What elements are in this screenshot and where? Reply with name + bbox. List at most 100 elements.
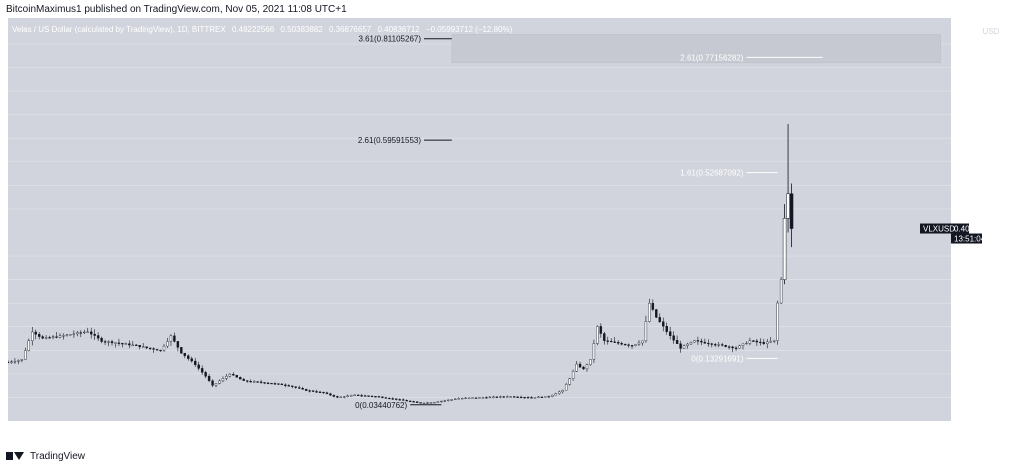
series-body [630, 345, 634, 347]
series-body [613, 341, 616, 343]
series-body [606, 340, 609, 342]
x-axis: Apr May Jun Jul Aug Sep Oct Nov Dec [28, 421, 888, 438]
series-body [263, 382, 266, 384]
series-body [232, 373, 235, 376]
series-body [169, 335, 173, 342]
x-tick-label: Sep [558, 429, 573, 438]
series-body [495, 396, 499, 398]
series-body [356, 394, 360, 396]
series-body [537, 396, 540, 398]
series-body [696, 340, 700, 342]
series-body [121, 343, 124, 345]
series-body [110, 341, 114, 344]
legend-change: −0.05993712 (−12.80%) [426, 25, 513, 34]
series-body [447, 399, 450, 401]
series-body [280, 383, 284, 386]
series-body [651, 302, 655, 310]
series-body [734, 347, 738, 349]
series-body [772, 340, 776, 342]
series-body [107, 341, 110, 343]
series-body [564, 384, 568, 391]
series-body [478, 397, 481, 399]
series-body [558, 391, 561, 394]
series-body [689, 341, 693, 345]
series-body [180, 347, 183, 354]
series-body [117, 342, 121, 344]
series-body [329, 393, 332, 396]
series-body [668, 331, 672, 336]
series-body [415, 401, 419, 403]
series-body [457, 398, 460, 400]
legend-open: 0.48222566 [232, 25, 275, 34]
series-body [128, 343, 131, 346]
series-body [519, 396, 523, 399]
series-body [284, 384, 287, 386]
series-body [512, 396, 516, 398]
legend-low: 0.36876657 [329, 25, 372, 34]
series-body [474, 397, 478, 399]
series-body [523, 397, 526, 399]
series-body [270, 382, 273, 385]
series-body [339, 396, 343, 398]
series-body [443, 400, 447, 402]
series-body [173, 335, 176, 342]
series-body [499, 396, 502, 398]
series-body [391, 398, 395, 400]
series-body [48, 337, 51, 339]
y-tick-label: 0.50000000 [958, 181, 1001, 190]
series-body [675, 340, 679, 344]
series-body [124, 343, 128, 345]
series-body [644, 321, 648, 342]
series-body [589, 359, 592, 365]
series-body [655, 309, 658, 318]
series-body [44, 337, 48, 339]
series-body [228, 373, 232, 377]
series-body [679, 343, 682, 349]
legend-close: 0.40836712 [377, 25, 420, 34]
fib-0-lower-label: 0(0.03440762) [355, 401, 407, 410]
plot-area[interactable] [8, 18, 951, 421]
series-body [623, 344, 627, 346]
series-body [221, 378, 225, 382]
series-body [395, 398, 398, 400]
series-body [55, 336, 58, 338]
series-body [315, 391, 318, 393]
y-tick-label: 0.10000000 [958, 370, 1001, 379]
series-body [603, 333, 606, 341]
series-body [779, 279, 783, 304]
series-body [93, 333, 96, 336]
series-body [166, 341, 169, 347]
series-body [714, 344, 717, 346]
series-body [748, 340, 752, 344]
y-tick-label: 0.25000000 [958, 299, 1001, 308]
tradingview-logo-icon [6, 450, 26, 462]
series-body [724, 345, 727, 347]
series-body [138, 344, 141, 348]
footer: TradingView [6, 448, 85, 464]
series-body [426, 402, 429, 404]
series-body [249, 381, 252, 383]
series-body [207, 376, 211, 381]
series-body [547, 396, 551, 398]
series-body [509, 396, 512, 398]
price-chart[interactable]: 3.61(0.81105267) 2.61(0.59591553) 0(0.0344… [8, 18, 1016, 442]
series-body [596, 326, 599, 344]
series-body [298, 387, 301, 389]
series-body [41, 336, 44, 339]
y-tick-label: 0.15000000 [958, 346, 1001, 355]
series-body [759, 341, 762, 344]
series-body [433, 402, 436, 404]
series-body [422, 402, 426, 404]
series-body [239, 377, 242, 380]
series-body [187, 355, 190, 359]
candle-body [782, 218, 787, 280]
series-body [460, 398, 464, 400]
series-body [291, 385, 294, 387]
last-price-symbol: VLXUSD [923, 225, 955, 234]
x-tick-label: Nov [770, 429, 784, 438]
y-tick-label: 0.75000000 [958, 63, 1001, 72]
series-body [672, 335, 675, 341]
y-tick-label: 0.80000000 [958, 40, 1001, 49]
series-body [38, 334, 41, 337]
series-body [363, 395, 367, 397]
